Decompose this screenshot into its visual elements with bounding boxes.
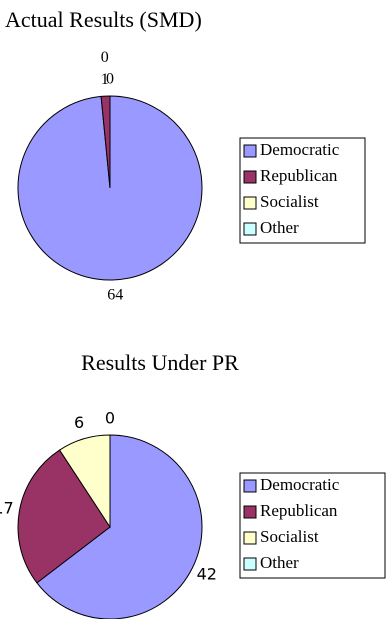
legend-box: [239, 472, 386, 579]
legend-label: Other: [260, 218, 299, 237]
legend-swatch: [243, 196, 257, 210]
legend-box: [239, 137, 366, 244]
legend-label: Socialist: [260, 527, 319, 546]
legend-swatch: [243, 531, 257, 545]
legend-label: Socialist: [260, 192, 319, 211]
data-label: 0: [106, 71, 114, 88]
legend-label: Democratic: [260, 140, 340, 159]
legend-label: Republican: [260, 501, 338, 520]
data-label: 64: [107, 287, 123, 304]
legend-swatch: [243, 170, 257, 184]
legend-swatch: [243, 479, 257, 493]
legend-swatch: [243, 144, 257, 158]
data-label: 17: [0, 498, 14, 517]
pie-slice: [36, 434, 203, 619]
data-label: 0: [105, 409, 115, 428]
data-label: 0: [101, 49, 109, 66]
legend-label: Democratic: [260, 475, 340, 494]
legend-label: Republican: [260, 166, 338, 185]
chart-title: Actual Results (SMD): [5, 7, 202, 32]
data-label: 42: [197, 564, 217, 583]
pie-slice: [100, 95, 111, 189]
pie-slice: [17, 449, 111, 584]
data-label: 6: [74, 413, 84, 432]
legend-label: Other: [260, 553, 299, 572]
chart-title: Results Under PR: [81, 350, 239, 375]
legend-swatch: [243, 222, 257, 236]
legend-swatch: [243, 505, 257, 519]
legend-swatch: [243, 557, 257, 571]
data-label: 1: [101, 71, 109, 88]
pie-slice: [58, 434, 111, 529]
